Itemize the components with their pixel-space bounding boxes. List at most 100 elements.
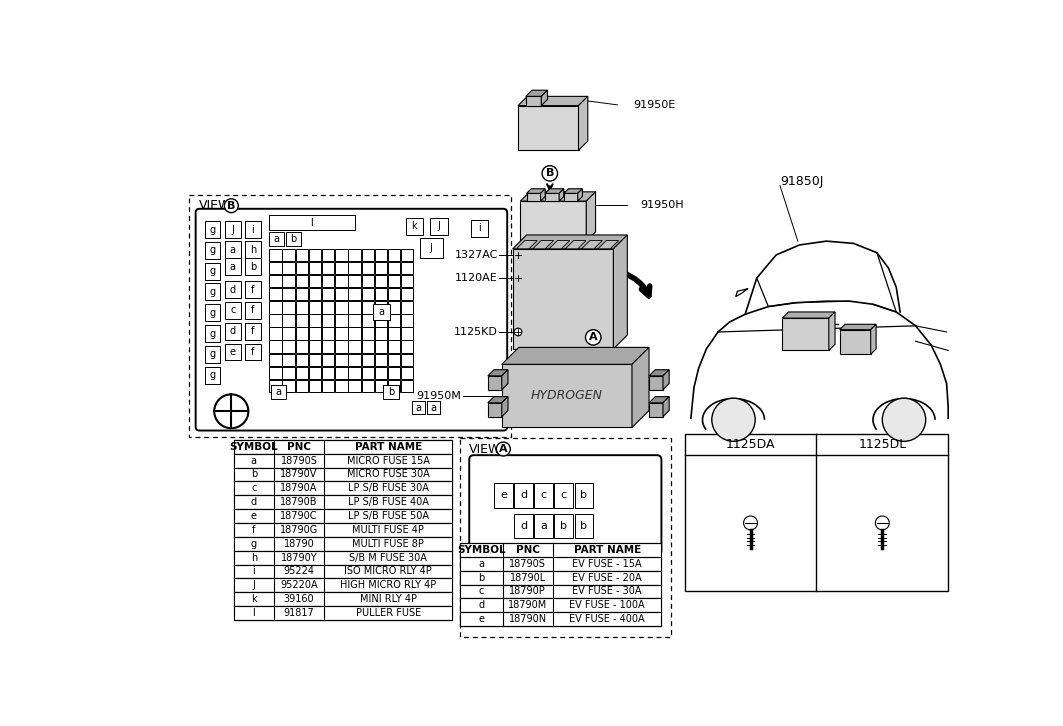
Bar — [388, 327, 401, 340]
Text: 91950M: 91950M — [417, 391, 461, 401]
Bar — [401, 262, 414, 274]
Bar — [335, 249, 348, 261]
Text: i: i — [252, 224, 254, 234]
Circle shape — [586, 330, 601, 345]
Bar — [296, 301, 308, 314]
Polygon shape — [563, 193, 577, 201]
Text: d: d — [520, 521, 527, 531]
Bar — [322, 367, 335, 379]
Bar — [296, 314, 308, 327]
Bar — [283, 380, 294, 392]
Text: 18790B: 18790B — [281, 497, 318, 507]
Bar — [388, 314, 401, 327]
Polygon shape — [533, 240, 554, 249]
Bar — [225, 302, 240, 319]
Bar — [349, 249, 360, 261]
Text: d: d — [230, 326, 236, 336]
Bar — [322, 301, 335, 314]
Bar — [401, 301, 414, 314]
Polygon shape — [526, 90, 547, 97]
Text: f: f — [251, 347, 255, 357]
Polygon shape — [782, 312, 836, 318]
Bar — [388, 275, 401, 287]
Bar — [374, 249, 387, 261]
Bar — [225, 281, 240, 298]
Bar — [335, 288, 348, 301]
Bar — [388, 354, 401, 366]
Polygon shape — [566, 240, 586, 249]
Bar — [335, 367, 348, 379]
Bar — [401, 314, 414, 327]
Bar — [308, 367, 321, 379]
Bar — [225, 221, 240, 238]
Bar — [388, 380, 401, 392]
Polygon shape — [526, 97, 541, 105]
Text: EV FUSE - 30A: EV FUSE - 30A — [572, 587, 642, 597]
Text: l: l — [252, 608, 255, 618]
Polygon shape — [512, 235, 627, 249]
Text: 18790M: 18790M — [508, 600, 547, 611]
Circle shape — [744, 516, 758, 530]
Bar — [401, 327, 414, 340]
Text: a: a — [251, 456, 257, 465]
Text: b: b — [478, 573, 485, 582]
Bar — [225, 343, 240, 361]
Text: a: a — [378, 307, 385, 317]
Bar — [388, 262, 401, 274]
Bar — [246, 281, 260, 298]
Text: PART NAME: PART NAME — [355, 441, 422, 452]
Text: a: a — [273, 234, 280, 244]
Text: h: h — [251, 552, 257, 563]
Text: J: J — [438, 221, 440, 232]
Bar — [234, 537, 452, 550]
Text: g: g — [209, 370, 216, 380]
Bar — [296, 340, 308, 353]
Bar — [283, 367, 294, 379]
Text: 1125KD: 1125KD — [454, 327, 497, 337]
Text: a: a — [478, 559, 485, 568]
Text: d: d — [520, 490, 527, 500]
Polygon shape — [502, 370, 508, 390]
Bar — [269, 380, 282, 392]
Bar — [575, 514, 593, 539]
Bar — [308, 314, 321, 327]
Text: 1125DL: 1125DL — [858, 438, 907, 451]
Bar — [234, 440, 452, 620]
Bar — [296, 367, 308, 379]
Bar — [283, 354, 294, 366]
Text: g: g — [209, 245, 216, 256]
Bar — [514, 514, 533, 539]
Bar — [205, 242, 220, 259]
Bar — [234, 579, 452, 592]
Bar — [401, 380, 414, 392]
Text: SYMBOL: SYMBOL — [230, 441, 279, 452]
Bar — [322, 327, 335, 340]
Bar — [374, 288, 387, 301]
Bar — [460, 584, 661, 598]
Bar — [460, 598, 661, 612]
Bar — [406, 218, 423, 235]
Bar — [388, 288, 401, 301]
Polygon shape — [521, 201, 587, 241]
Text: c: c — [478, 587, 484, 597]
Polygon shape — [649, 376, 663, 390]
Bar — [335, 275, 348, 287]
Bar — [401, 249, 414, 261]
Text: c: c — [231, 306, 236, 315]
Bar — [535, 483, 553, 507]
Text: d: d — [478, 600, 485, 611]
Polygon shape — [577, 189, 583, 201]
Bar — [420, 238, 443, 258]
Bar — [269, 275, 282, 287]
Bar — [234, 495, 452, 509]
Bar — [246, 302, 260, 319]
Polygon shape — [518, 97, 588, 105]
Bar — [335, 354, 348, 366]
Polygon shape — [649, 396, 670, 403]
Bar — [205, 346, 220, 363]
Polygon shape — [502, 347, 649, 364]
Text: 18790V: 18790V — [281, 470, 318, 479]
Bar — [269, 340, 282, 353]
Bar — [283, 262, 294, 274]
FancyBboxPatch shape — [469, 455, 661, 555]
